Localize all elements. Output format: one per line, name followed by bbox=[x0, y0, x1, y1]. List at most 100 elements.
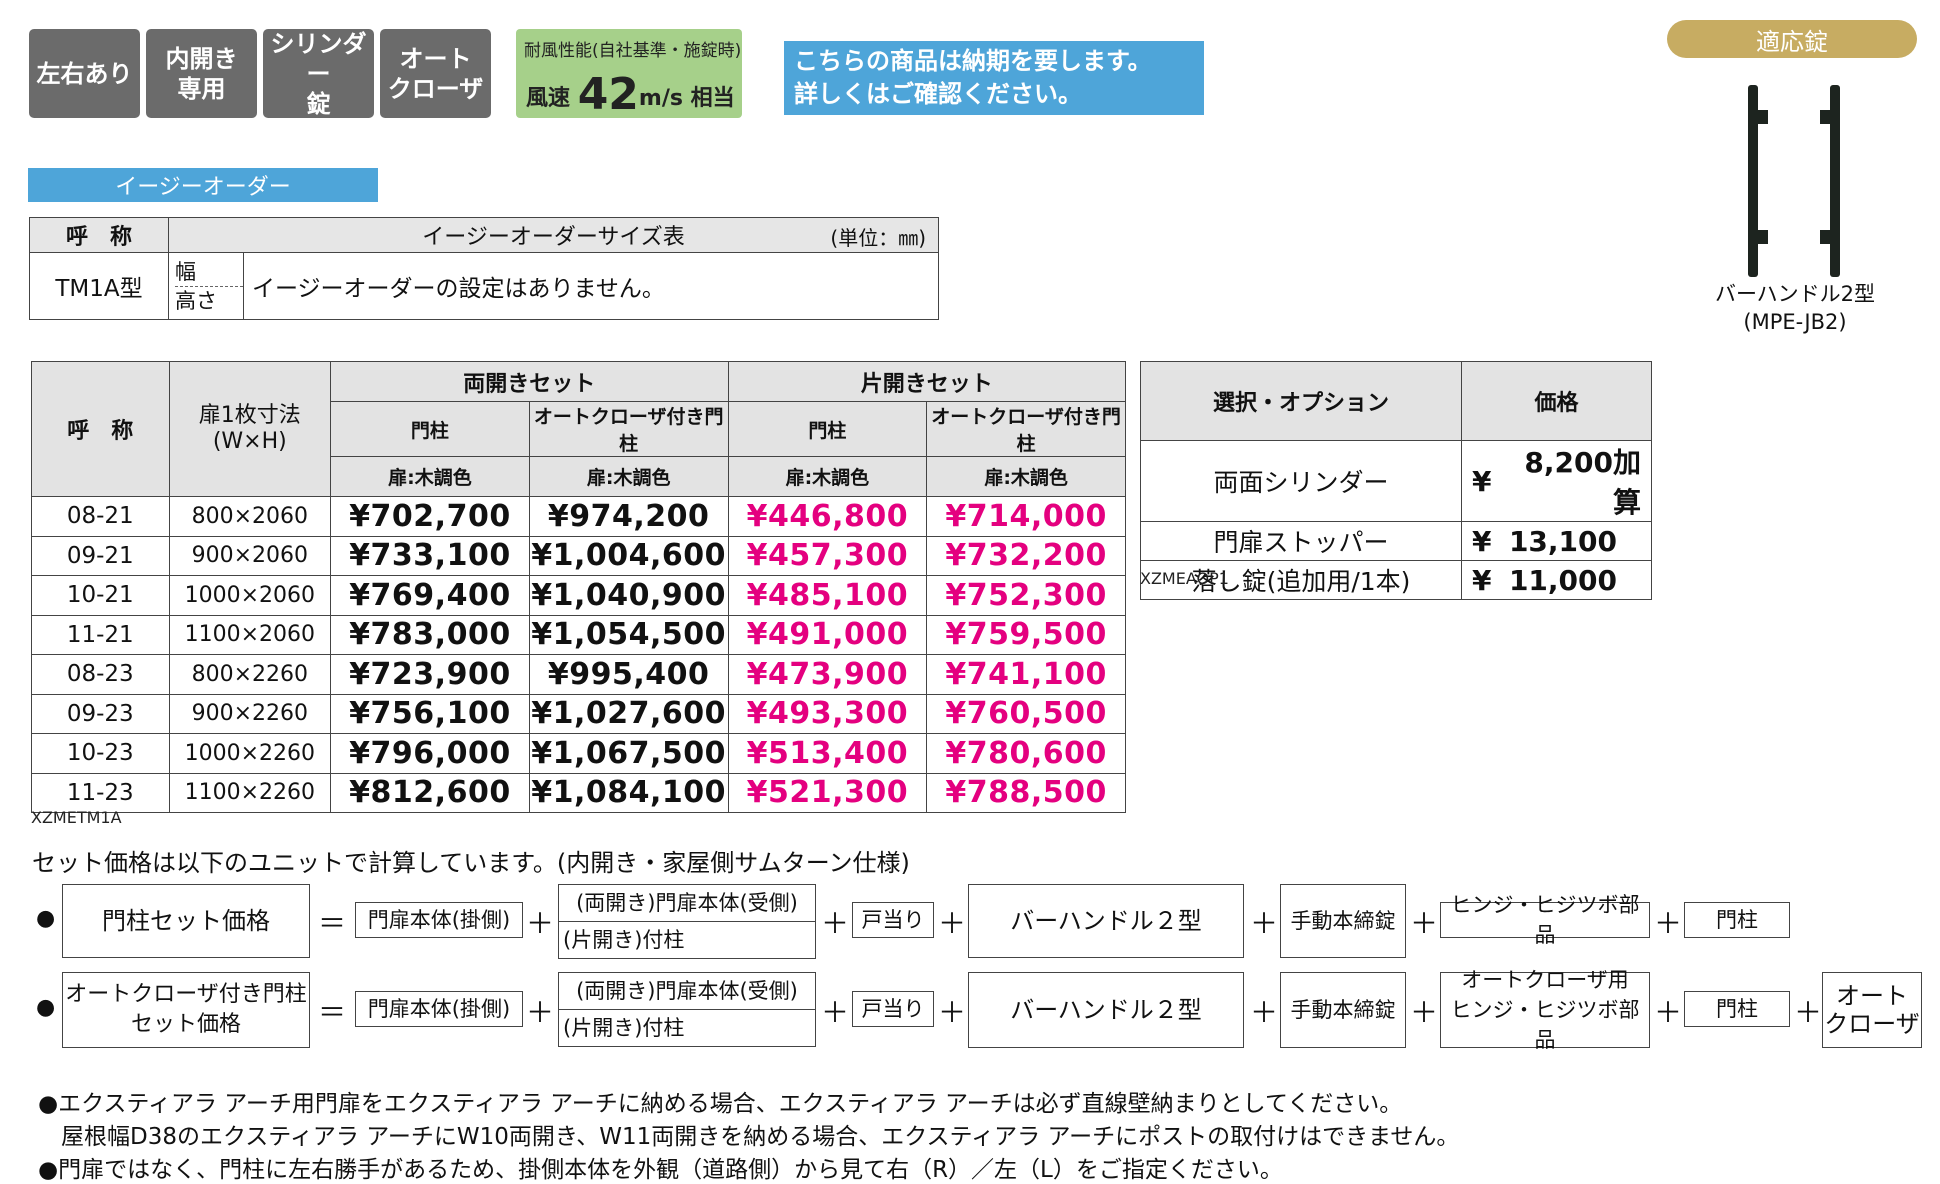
easy-order-banner: イージーオーダー bbox=[28, 168, 378, 202]
door-stop: 戸当り bbox=[852, 902, 934, 938]
price-col-color: 扉:木調色 bbox=[926, 456, 1126, 497]
gate-post: 門柱 bbox=[1684, 991, 1790, 1027]
plus-sign: ＋ bbox=[526, 996, 555, 1029]
option-row: 両面シリンダー ¥ 8,200加算 bbox=[1140, 440, 1652, 522]
row-code: 11-23 bbox=[31, 772, 170, 813]
double-post-price: ¥783,000 bbox=[330, 614, 530, 655]
door-stop: 戸当り bbox=[852, 991, 934, 1027]
option-price: 11,000 bbox=[1502, 560, 1652, 600]
badge-inward-only: 内開き 専用 bbox=[146, 29, 257, 118]
row-code: 08-23 bbox=[31, 654, 170, 695]
single-ac-price: ¥760,500 bbox=[926, 693, 1126, 734]
single-post-price: ¥473,900 bbox=[727, 654, 928, 695]
price-col-double: 両開きセット bbox=[330, 361, 729, 402]
plus-sign: ＋ bbox=[1250, 996, 1279, 1029]
price-col-double-ac-post: オートクローザ付き門柱 bbox=[528, 401, 729, 457]
hinge-parts: ヒンジ・ヒジツボ部品 bbox=[1440, 893, 1650, 947]
table-row: 11-21 1100×2060 ¥783,000 ¥1,054,500 ¥491… bbox=[31, 614, 1126, 655]
badge-auto-closer: オート クローザ bbox=[380, 29, 491, 118]
double-ac-price: ¥1,004,600 bbox=[528, 535, 729, 576]
price-col-double-post: 門柱 bbox=[330, 401, 530, 457]
easy-order-table: 呼 称 イージーオーダーサイズ表 (単位：㎜) TM1A型 幅 高さ イージーオ… bbox=[29, 217, 939, 320]
single-post-price: ¥457,300 bbox=[727, 535, 928, 576]
row-code: 09-21 bbox=[31, 535, 170, 576]
hinge-side-body: 門扉本体(掛側) bbox=[355, 902, 523, 938]
plus-sign: ＋ bbox=[1654, 996, 1683, 1029]
formula-intro: セット価格は以下のユニットで計算しています。(内開き・家屋側サムターン仕様) bbox=[32, 849, 910, 877]
plus-sign: ＋ bbox=[1410, 996, 1439, 1029]
note-line: ●エクスティアラ アーチ用門扉をエクスティアラ アーチに納める場合、エクスティア… bbox=[38, 1091, 1403, 1117]
easy-order-message: イージーオーダーの設定はありません。 bbox=[243, 252, 939, 320]
manual-deadbolt: 手動本締錠 bbox=[1280, 884, 1406, 958]
plus-sign: ＋ bbox=[1250, 907, 1279, 940]
row-code: 10-23 bbox=[31, 733, 170, 774]
plus-sign: ＋ bbox=[821, 996, 850, 1029]
single-post-price: ¥513,400 bbox=[727, 733, 928, 774]
price-table: 呼 称 扉1枚寸法 (W×H) 両開きセット 片開きセット 門柱 オートクローザ… bbox=[31, 361, 1127, 813]
price-table-code: XZMETM1A bbox=[31, 808, 122, 827]
table-row: 11-23 1100×2260 ¥812,600 ¥1,084,100 ¥521… bbox=[31, 772, 1126, 813]
equals-sign: ＝ bbox=[318, 996, 347, 1029]
option-table: 選択・オプション 価格 両面シリンダー ¥ 8,200加算 門扉ストッパー ¥ … bbox=[1140, 361, 1652, 600]
wind-resistance-label: 耐風性能(自社基準・施錠時) bbox=[524, 41, 742, 61]
row-size: 900×2260 bbox=[168, 693, 332, 734]
wind-resistance-badge: 耐風性能(自社基準・施錠時) 風速 42m/s 相当 bbox=[516, 29, 742, 120]
easy-order-model: TM1A型 bbox=[29, 252, 169, 320]
wind-speed: 風速 42m/s 相当 bbox=[526, 69, 735, 120]
option-row: 落し錠(追加用/1本) ¥ 11,000 bbox=[1140, 560, 1652, 600]
single-ac-price: ¥732,200 bbox=[926, 535, 1126, 576]
badge-cylinder-lock: シリンダー 錠 bbox=[263, 29, 374, 118]
option-table-code: XZMEAOP1 bbox=[1140, 569, 1229, 588]
double-ac-price: ¥1,054,500 bbox=[528, 614, 729, 655]
option-yen: ¥ bbox=[1461, 440, 1502, 522]
single-ac-price: ¥780,600 bbox=[926, 733, 1126, 774]
double-post-price: ¥723,900 bbox=[330, 654, 530, 695]
single-ac-price: ¥741,100 bbox=[926, 654, 1126, 695]
table-row: 10-21 1000×2060 ¥769,400 ¥1,040,900 ¥485… bbox=[31, 575, 1126, 616]
price-col-single-ac-post: オートクローザ付き門柱 bbox=[926, 401, 1126, 457]
double-ac-price: ¥995,400 bbox=[528, 654, 729, 695]
option-yen: ¥ bbox=[1461, 560, 1502, 600]
table-row: 08-21 800×2060 ¥702,700 ¥974,200 ¥446,80… bbox=[31, 496, 1126, 537]
double-ac-price: ¥1,027,600 bbox=[528, 693, 729, 734]
price-col-color: 扉:木調色 bbox=[528, 456, 729, 497]
row-size: 800×2260 bbox=[168, 654, 332, 695]
plus-sign: ＋ bbox=[1654, 907, 1683, 940]
table-row: 10-23 1000×2260 ¥796,000 ¥1,067,500 ¥513… bbox=[31, 733, 1126, 774]
row-size: 1000×2260 bbox=[168, 733, 332, 774]
easy-order-name-header: 呼 称 bbox=[29, 217, 169, 253]
option-name: 門扉ストッパー bbox=[1140, 521, 1462, 561]
handle-caption: バーハンドル2型 (MPE-JB2) bbox=[1715, 282, 1875, 334]
single-ac-price: ¥752,300 bbox=[926, 575, 1126, 616]
option-yen: ¥ bbox=[1461, 521, 1502, 561]
single-post-price: ¥521,300 bbox=[727, 772, 928, 813]
table-row: 08-23 800×2260 ¥723,900 ¥995,400 ¥473,90… bbox=[31, 654, 1126, 695]
price-col-single: 片開きセット bbox=[727, 361, 1127, 402]
receiving-body-double: (両開き)門扉本体(受側) bbox=[558, 972, 816, 1010]
single-post-price: ¥491,000 bbox=[727, 614, 928, 655]
double-post-price: ¥756,100 bbox=[330, 693, 530, 734]
price-col-size: 扉1枚寸法 (W×H) bbox=[168, 361, 332, 497]
plus-sign: ＋ bbox=[938, 996, 967, 1029]
double-ac-price: ¥1,040,900 bbox=[528, 575, 729, 616]
option-price: 8,200加算 bbox=[1502, 440, 1652, 522]
row-size: 1000×2060 bbox=[168, 575, 332, 616]
ac-hinge-parts: オートクローザ用 ヒンジ・ヒジツボ部品 bbox=[1440, 968, 1650, 1052]
plus-sign: ＋ bbox=[1410, 907, 1439, 940]
price-col-color: 扉:木調色 bbox=[330, 456, 530, 497]
option-row: 門扉ストッパー ¥ 13,100 bbox=[1140, 521, 1652, 561]
row-size: 1100×2060 bbox=[168, 614, 332, 655]
gate-post: 門柱 bbox=[1684, 902, 1790, 938]
double-ac-price: ¥974,200 bbox=[528, 496, 729, 537]
auto-closer: オート クローザ bbox=[1822, 972, 1922, 1048]
post-set-price-label: 門柱セット価格 bbox=[62, 884, 310, 958]
bullet: ● bbox=[36, 906, 56, 931]
single-post-price: ¥446,800 bbox=[727, 496, 928, 537]
lead-time-notice: こちらの商品は納期を要します。 詳しくはご確認ください。 bbox=[784, 41, 1204, 115]
option-col-price: 価格 bbox=[1461, 361, 1652, 441]
single-ac-price: ¥788,500 bbox=[926, 772, 1126, 813]
double-post-price: ¥812,600 bbox=[330, 772, 530, 813]
bar-handle-type2: バーハンドル２型 bbox=[968, 884, 1244, 958]
equals-sign: ＝ bbox=[318, 907, 347, 940]
bullet: ● bbox=[36, 995, 56, 1020]
